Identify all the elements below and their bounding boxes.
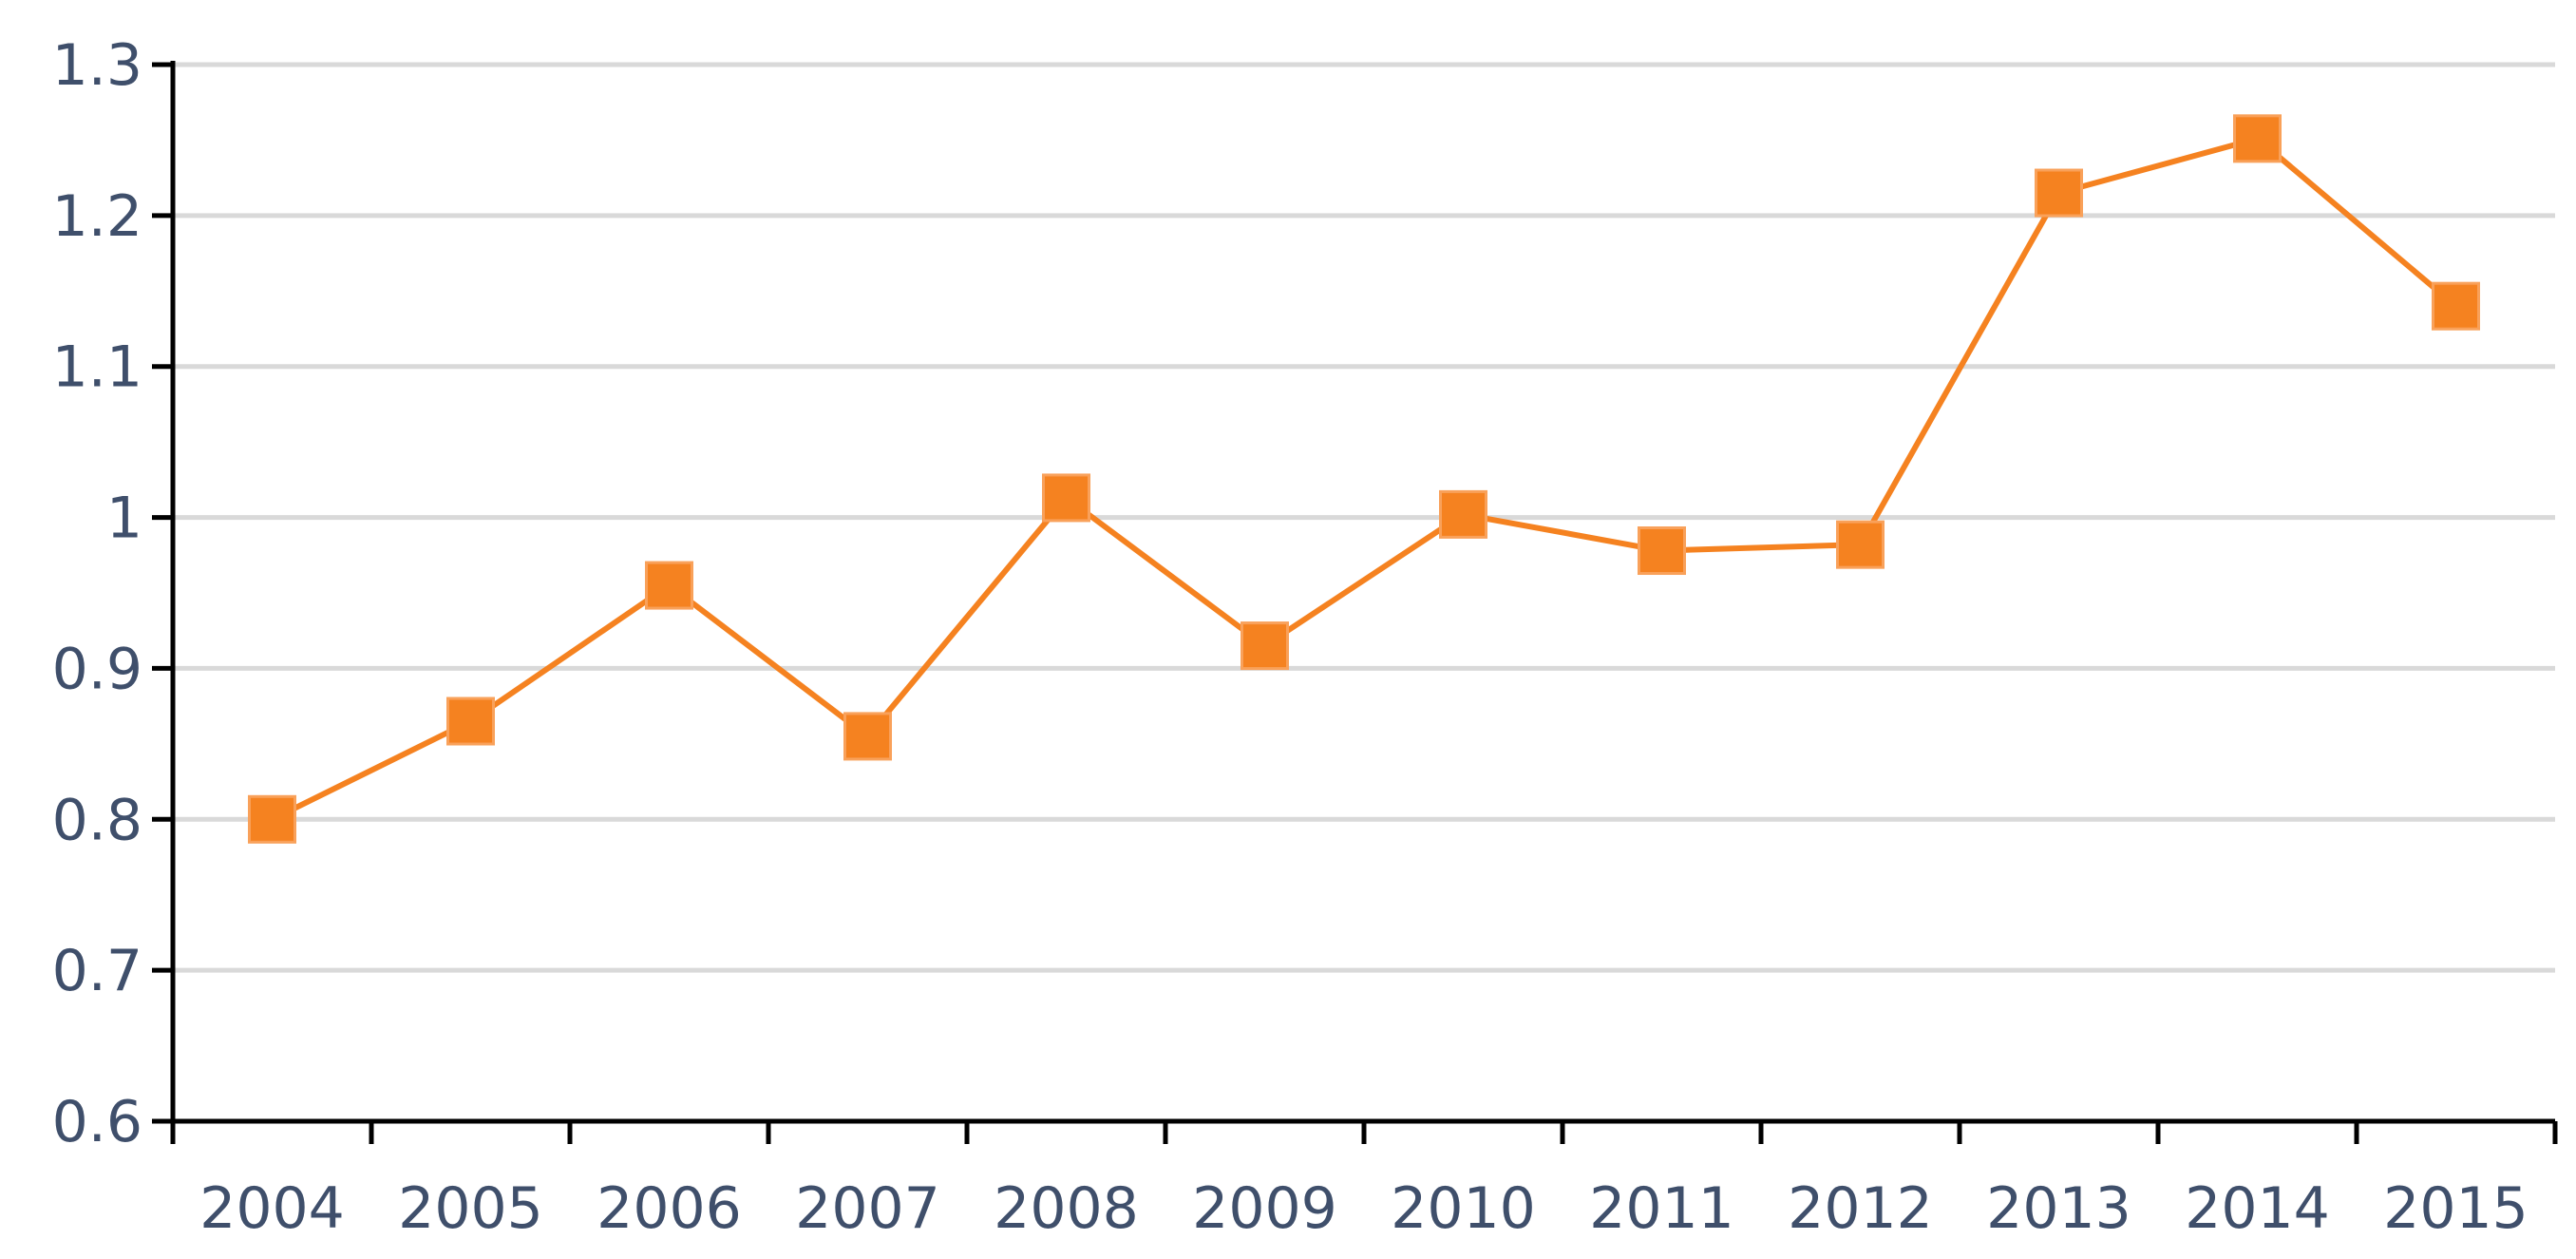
y-tick-label: 1.3 bbox=[52, 32, 142, 99]
data-point-2007 bbox=[843, 712, 892, 761]
x-tick-label: 2004 bbox=[199, 1175, 345, 1242]
data-point-2006 bbox=[645, 561, 693, 610]
x-tick-label: 2011 bbox=[1589, 1175, 1734, 1242]
data-point-2005 bbox=[446, 696, 495, 746]
x-tick-label: 2005 bbox=[398, 1175, 543, 1242]
x-tick-label: 2013 bbox=[1986, 1175, 2131, 1242]
y-tick-label: 0.7 bbox=[52, 938, 142, 1004]
x-tick-label: 2010 bbox=[1391, 1175, 1536, 1242]
x-tick-label: 2006 bbox=[597, 1175, 742, 1242]
x-tick-label: 2007 bbox=[795, 1175, 940, 1242]
data-point-2015 bbox=[2432, 281, 2480, 331]
y-tick-label: 0.6 bbox=[52, 1089, 142, 1155]
y-tick-label: 0.9 bbox=[52, 636, 142, 702]
data-point-2004 bbox=[248, 794, 296, 844]
series-layer bbox=[248, 114, 2480, 844]
x-tick-label: 2012 bbox=[1788, 1175, 1933, 1242]
data-point-2014 bbox=[2233, 114, 2282, 163]
x-tick-label: 2015 bbox=[2383, 1175, 2529, 1242]
data-point-2010 bbox=[1439, 489, 1487, 539]
y-tick-label: 1 bbox=[106, 486, 142, 552]
data-point-2013 bbox=[2035, 168, 2083, 218]
x-tick-label: 2009 bbox=[1192, 1175, 1337, 1242]
data-point-2008 bbox=[1042, 473, 1090, 523]
series-line-0 bbox=[271, 135, 2458, 822]
grid-layer bbox=[173, 62, 2555, 973]
data-point-2011 bbox=[1638, 526, 1686, 576]
y-tick-label: 0.8 bbox=[52, 787, 142, 853]
axis-layer: 0.6 0.7 0.8 0.9 1 1.1 1.2 1.3 2004 2005 2006 2007 20… bbox=[52, 32, 2558, 1242]
data-point-2012 bbox=[1836, 520, 1885, 569]
y-tick-label: 1.2 bbox=[52, 183, 142, 250]
x-tick-label: 2014 bbox=[2185, 1175, 2330, 1242]
x-tick-label: 2008 bbox=[994, 1175, 1139, 1242]
data-point-2009 bbox=[1241, 621, 1289, 671]
y-tick-label: 1.1 bbox=[52, 334, 142, 401]
